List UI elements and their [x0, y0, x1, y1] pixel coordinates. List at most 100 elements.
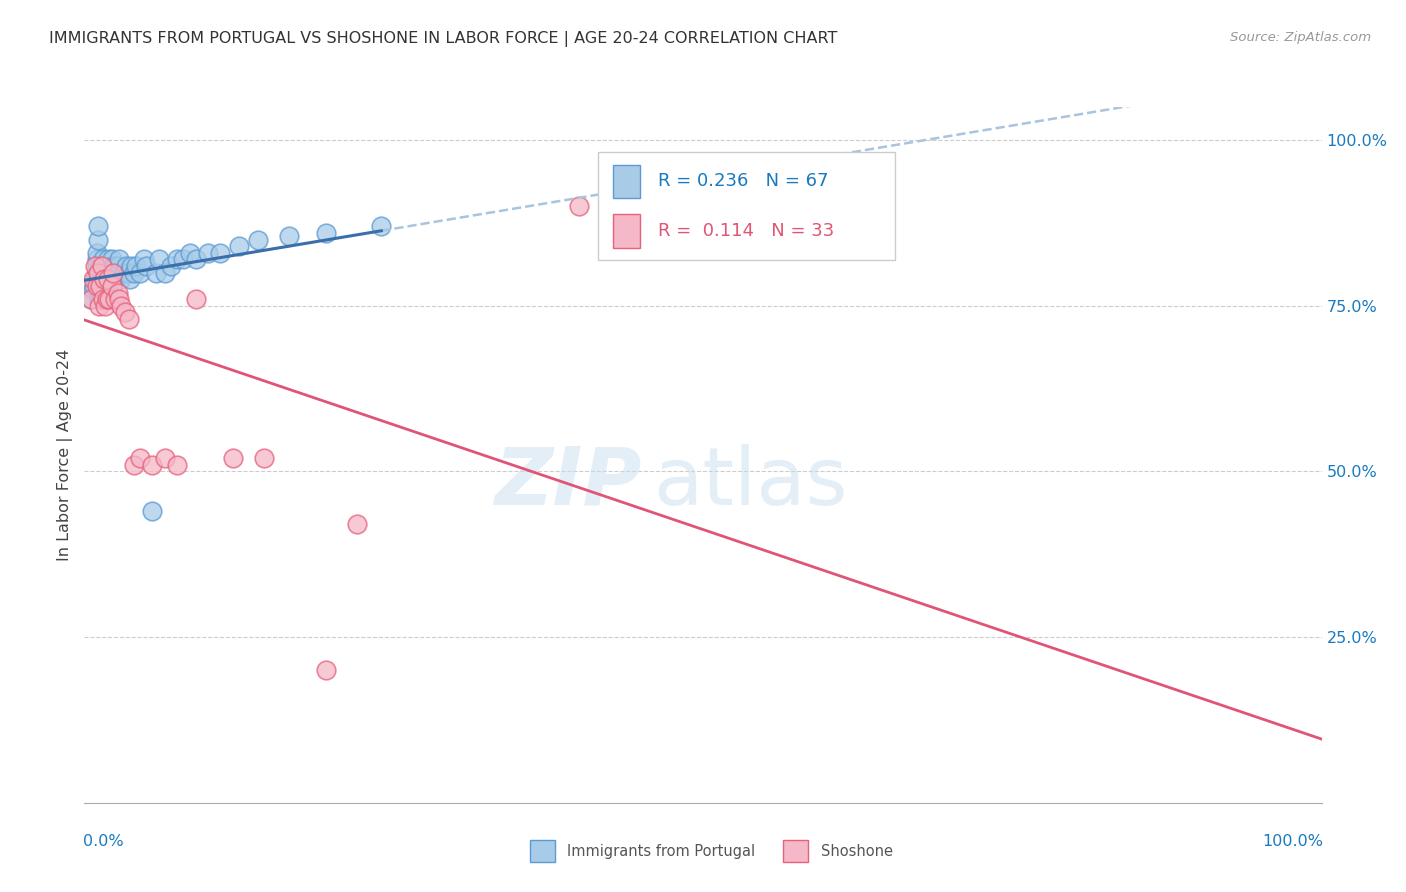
Point: [86, 245, 108, 260]
Point: [89, 292, 111, 306]
Point: [277, 229, 299, 244]
Point: [86, 279, 108, 293]
Point: [346, 517, 368, 532]
Point: [107, 259, 129, 273]
Point: [89, 272, 111, 286]
Point: [145, 266, 167, 280]
Point: [141, 458, 163, 472]
Point: [222, 451, 245, 466]
Point: [228, 239, 250, 253]
Point: [87, 233, 110, 247]
Point: [105, 266, 128, 280]
Point: [315, 226, 337, 240]
Point: [94, 299, 117, 313]
Point: [104, 292, 127, 306]
Text: 100.0%: 100.0%: [1261, 834, 1323, 849]
Point: [101, 259, 124, 273]
Point: [89, 279, 111, 293]
Point: [90, 292, 112, 306]
Point: [135, 259, 157, 273]
Point: [110, 299, 132, 313]
Point: [89, 259, 111, 273]
Point: [87, 266, 110, 280]
Point: [120, 272, 142, 286]
Point: [129, 266, 152, 280]
Bar: [613, 165, 640, 198]
Point: [568, 199, 591, 213]
Point: [91, 252, 114, 267]
Point: [197, 245, 219, 260]
Point: [91, 279, 114, 293]
Point: [97, 252, 120, 267]
Text: ZIP: ZIP: [494, 443, 641, 522]
Point: [89, 279, 111, 293]
Point: [100, 279, 122, 293]
Point: [101, 266, 124, 280]
Point: [84, 272, 107, 286]
Point: [90, 272, 112, 286]
Text: R = 0.236   N = 67: R = 0.236 N = 67: [658, 172, 830, 191]
Text: atlas: atlas: [654, 443, 848, 522]
Point: [83, 279, 105, 293]
Point: [98, 266, 121, 280]
Point: [108, 252, 131, 267]
Bar: [530, 839, 554, 862]
Point: [97, 266, 120, 280]
Point: [246, 233, 269, 247]
Point: [79, 292, 101, 306]
Point: [172, 252, 194, 267]
Point: [100, 252, 122, 267]
Point: [93, 272, 115, 286]
Point: [118, 312, 141, 326]
Point: [91, 266, 114, 280]
Point: [97, 272, 120, 286]
Point: [132, 252, 155, 267]
Text: IMMIGRANTS FROM PORTUGAL VS SHOSHONE IN LABOR FORCE | AGE 20-24 CORRELATION CHAR: IMMIGRANTS FROM PORTUGAL VS SHOSHONE IN …: [49, 31, 838, 47]
Point: [79, 292, 101, 306]
Point: [125, 259, 148, 273]
Point: [89, 285, 111, 300]
Point: [115, 259, 138, 273]
Point: [179, 245, 201, 260]
FancyBboxPatch shape: [598, 153, 894, 260]
Point: [98, 272, 121, 286]
Point: [86, 259, 108, 273]
Bar: [613, 214, 640, 248]
Point: [148, 252, 170, 267]
Point: [315, 663, 337, 677]
Point: [153, 451, 176, 466]
Text: Immigrants from Portugal: Immigrants from Portugal: [567, 844, 755, 859]
Point: [108, 292, 131, 306]
Point: [184, 292, 207, 306]
Point: [91, 292, 114, 306]
Point: [82, 282, 104, 296]
Text: Shoshone: Shoshone: [821, 844, 893, 859]
Point: [86, 252, 108, 267]
Point: [90, 259, 112, 273]
Point: [82, 272, 104, 286]
Point: [107, 285, 129, 300]
Point: [209, 245, 232, 260]
Point: [86, 266, 108, 280]
Point: [104, 259, 127, 273]
Point: [84, 259, 107, 273]
Point: [117, 266, 139, 280]
Point: [184, 252, 207, 267]
Y-axis label: In Labor Force | Age 20-24: In Labor Force | Age 20-24: [58, 349, 73, 561]
Point: [96, 292, 118, 306]
Point: [96, 259, 118, 273]
Point: [103, 266, 125, 280]
Point: [120, 259, 142, 273]
Bar: [783, 839, 808, 862]
Text: R =  0.114   N = 33: R = 0.114 N = 33: [658, 222, 835, 240]
Point: [122, 458, 145, 472]
Point: [89, 266, 111, 280]
Point: [166, 252, 188, 267]
Point: [112, 266, 135, 280]
Point: [87, 219, 110, 234]
Point: [370, 219, 392, 234]
Point: [94, 266, 117, 280]
Point: [153, 266, 176, 280]
Text: Source: ZipAtlas.com: Source: ZipAtlas.com: [1230, 31, 1371, 45]
Point: [114, 305, 136, 319]
